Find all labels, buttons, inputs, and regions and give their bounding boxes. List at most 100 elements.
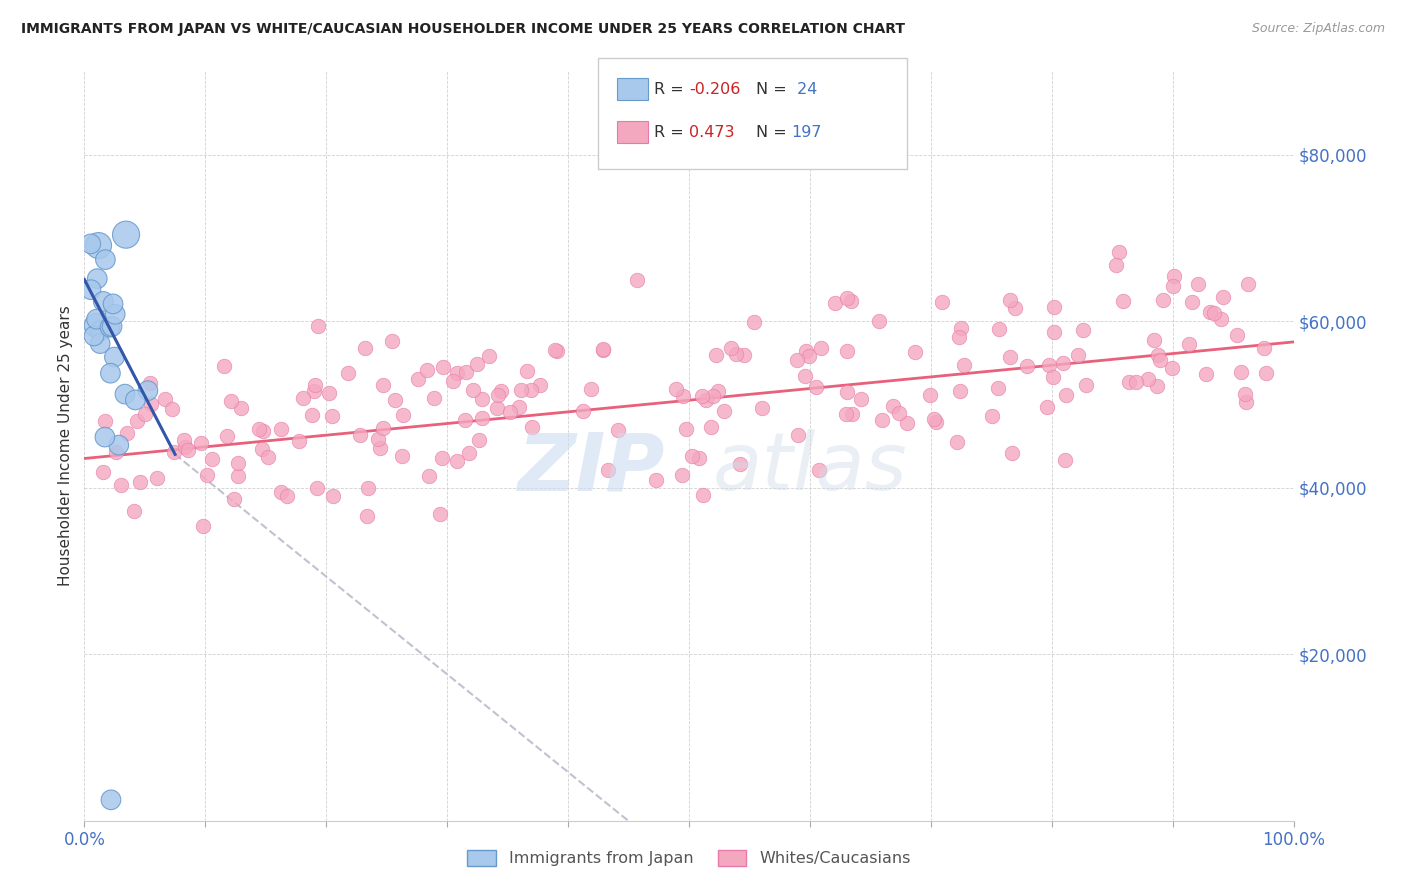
Point — [950, 321, 973, 335]
Point — [446, 453, 468, 467]
Point — [1071, 323, 1094, 337]
Point — [918, 388, 941, 402]
Point — [367, 432, 389, 446]
Point — [176, 442, 198, 457]
Point — [104, 307, 127, 321]
Point — [446, 366, 468, 380]
Point — [276, 489, 298, 503]
Point — [301, 408, 323, 422]
Point — [173, 440, 195, 454]
Point — [201, 451, 224, 466]
Point — [499, 405, 522, 419]
Point — [249, 422, 271, 436]
Point — [162, 445, 184, 459]
Point — [193, 518, 215, 533]
Point — [1163, 268, 1185, 283]
Point — [1125, 375, 1147, 389]
Point — [1004, 301, 1026, 315]
Point — [841, 408, 863, 422]
Point — [675, 422, 697, 436]
Point — [127, 414, 149, 428]
Point — [945, 435, 967, 450]
Point — [579, 382, 602, 396]
Point — [454, 365, 477, 379]
Point — [105, 445, 128, 459]
Point — [257, 450, 280, 464]
Point — [1105, 258, 1128, 272]
Point — [1043, 300, 1066, 314]
Point — [720, 341, 742, 355]
Point — [356, 481, 378, 495]
Point — [1195, 367, 1218, 381]
Point — [1187, 277, 1209, 291]
Point — [1234, 395, 1257, 409]
Point — [797, 349, 820, 363]
Point — [219, 394, 242, 409]
Point — [98, 320, 121, 334]
Point — [702, 389, 724, 403]
Point — [89, 336, 111, 351]
Point — [252, 424, 274, 438]
Point — [931, 294, 953, 309]
Point — [441, 374, 464, 388]
Point — [83, 329, 105, 343]
Point — [418, 469, 440, 483]
Point — [598, 463, 620, 477]
Point — [1152, 293, 1174, 307]
Point — [922, 412, 945, 426]
Point — [115, 227, 138, 242]
Point — [1226, 327, 1249, 342]
Point — [485, 401, 508, 415]
Point — [953, 358, 976, 372]
Point — [307, 318, 329, 333]
Point — [948, 330, 970, 344]
Point — [101, 297, 124, 311]
Point — [924, 415, 946, 429]
Point — [1147, 348, 1170, 362]
Point — [1209, 311, 1232, 326]
Point — [160, 401, 183, 416]
Point — [468, 434, 491, 448]
Point — [222, 492, 245, 507]
Point — [226, 469, 249, 483]
Point — [136, 384, 159, 398]
Point — [987, 322, 1010, 336]
Point — [146, 471, 169, 485]
Point — [1076, 378, 1098, 392]
Text: 0.473: 0.473 — [689, 125, 734, 139]
Point — [103, 350, 125, 364]
Point — [728, 458, 751, 472]
Point — [93, 414, 115, 428]
Text: ZIP: ZIP — [517, 429, 665, 508]
Point — [110, 478, 132, 492]
Point — [516, 364, 538, 378]
Point — [124, 392, 146, 407]
Point — [949, 384, 972, 399]
Point — [1038, 359, 1060, 373]
Y-axis label: Householder Income Under 25 years: Householder Income Under 25 years — [58, 306, 73, 586]
Point — [229, 401, 252, 415]
Point — [733, 348, 755, 362]
Text: N =: N = — [756, 125, 793, 139]
Point — [980, 409, 1002, 423]
Point — [80, 283, 103, 297]
Point — [489, 384, 512, 399]
Point — [1015, 359, 1038, 373]
Point — [353, 341, 375, 355]
Point — [546, 344, 568, 359]
Point — [794, 343, 817, 358]
Point — [94, 252, 117, 267]
Point — [381, 334, 404, 348]
Point — [1237, 277, 1260, 291]
Point — [896, 416, 918, 430]
Point — [228, 456, 250, 470]
Point — [1143, 333, 1166, 347]
Point — [304, 377, 326, 392]
Point — [1202, 306, 1225, 320]
Point — [713, 404, 735, 418]
Point — [1178, 336, 1201, 351]
Point — [835, 407, 858, 421]
Point — [477, 349, 499, 363]
Point — [882, 399, 904, 413]
Point — [519, 383, 541, 397]
